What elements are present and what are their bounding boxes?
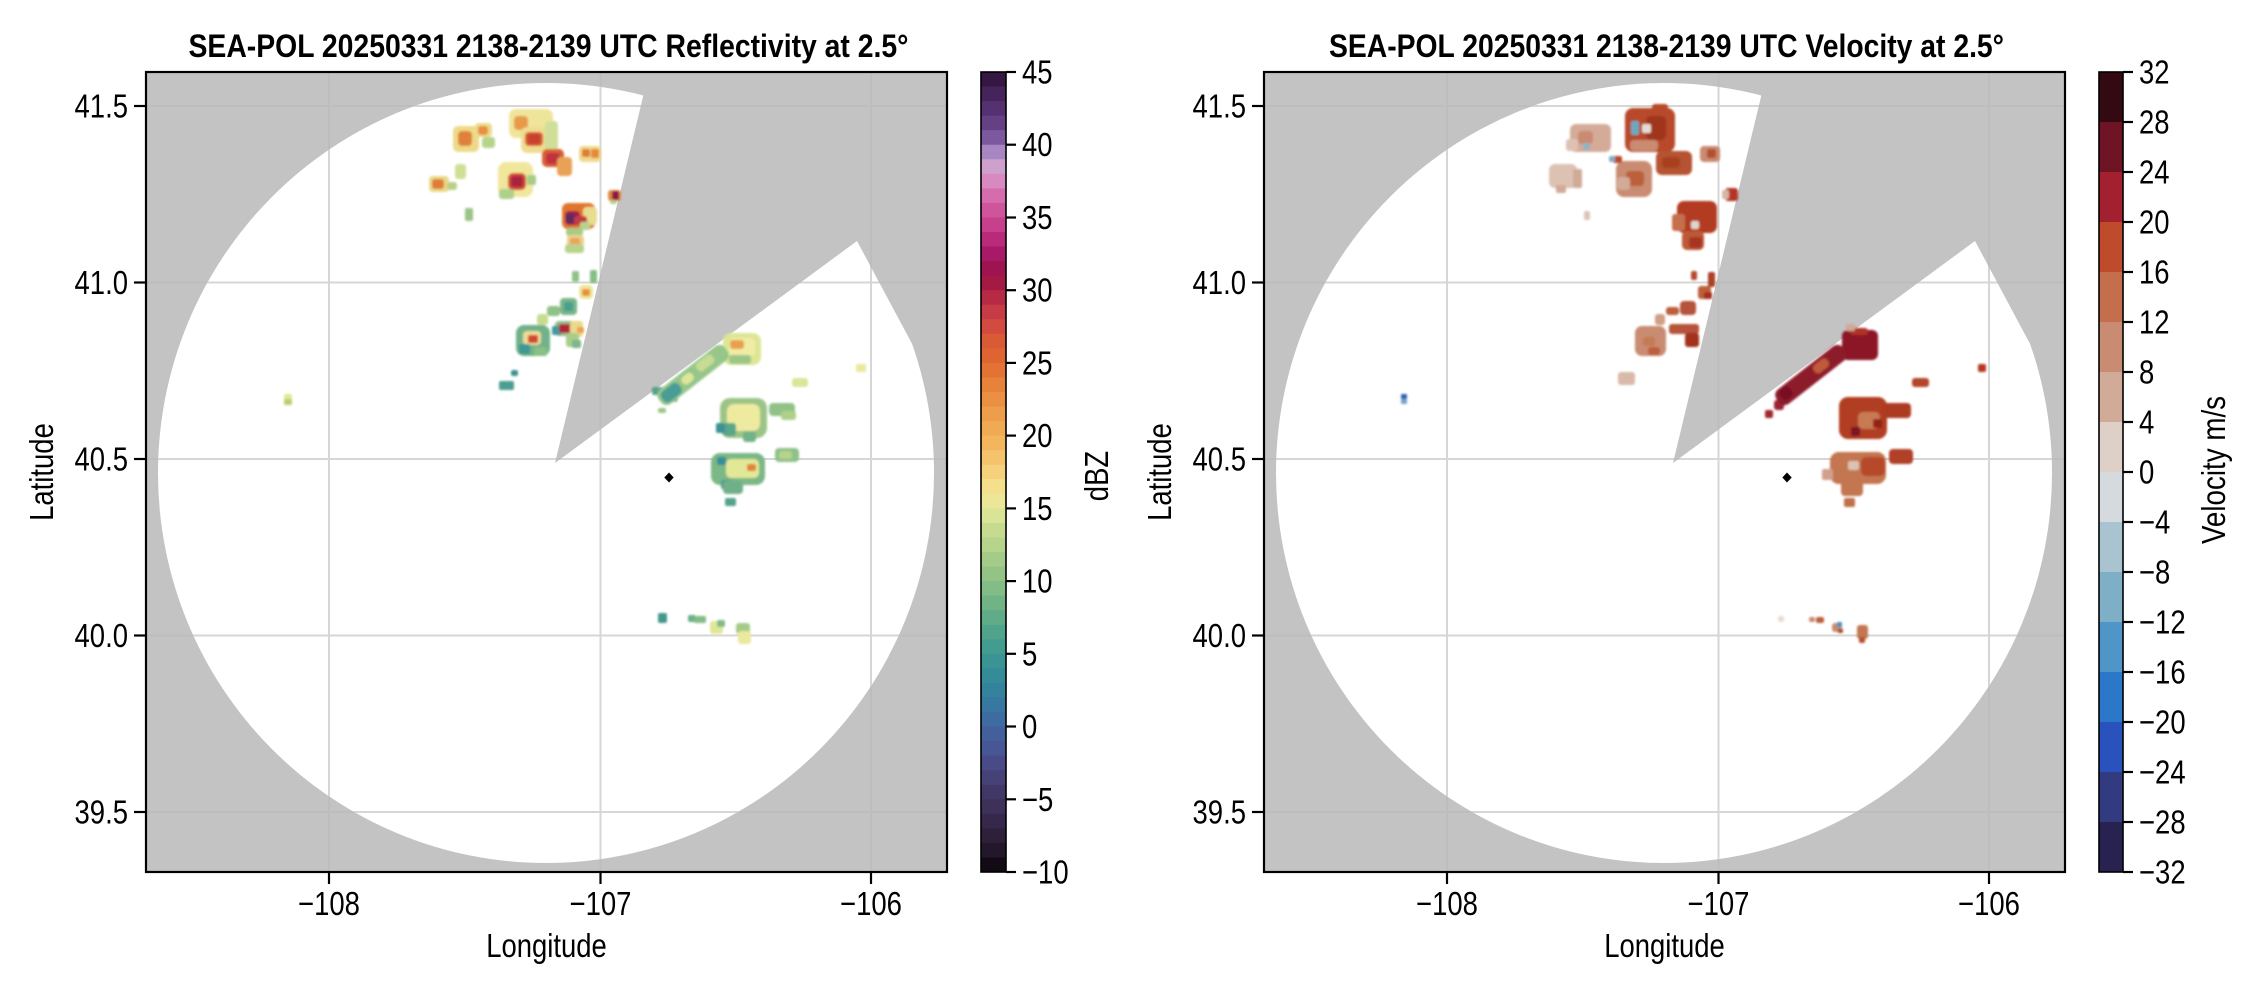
svg-text:−20: −20 (2139, 705, 2186, 742)
svg-text:40: 40 (1022, 127, 1053, 164)
svg-text:−8: −8 (2139, 555, 2170, 592)
svg-text:24: 24 (2139, 155, 2170, 192)
svg-text:30: 30 (1022, 273, 1053, 310)
svg-text:28: 28 (2139, 105, 2170, 142)
svg-text:−5: −5 (1022, 782, 1053, 819)
svg-text:12: 12 (2139, 305, 2170, 342)
svg-text:−4: −4 (2139, 505, 2170, 542)
svg-text:Velocity m/s: Velocity m/s (2196, 396, 2233, 544)
svg-text:Latitude: Latitude (24, 423, 61, 521)
svg-text:−106: −106 (840, 886, 902, 923)
svg-text:35: 35 (1022, 200, 1053, 237)
svg-text:40.5: 40.5 (1193, 442, 1247, 479)
svg-text:16: 16 (2139, 255, 2170, 292)
svg-text:25: 25 (1022, 345, 1053, 382)
svg-text:40.0: 40.0 (1193, 618, 1247, 655)
svg-text:−108: −108 (1416, 886, 1478, 923)
svg-text:−10: −10 (1022, 855, 1069, 892)
svg-text:Longitude: Longitude (1604, 928, 1725, 965)
svg-text:45: 45 (1022, 55, 1053, 92)
svg-text:−24: −24 (2139, 755, 2186, 792)
svg-text:Latitude: Latitude (1142, 423, 1179, 521)
svg-text:20: 20 (2139, 205, 2170, 242)
svg-text:−107: −107 (1688, 886, 1750, 923)
svg-text:41.0: 41.0 (1193, 265, 1247, 302)
svg-text:15: 15 (1022, 491, 1053, 528)
svg-text:−16: −16 (2139, 655, 2186, 692)
svg-text:39.5: 39.5 (1193, 795, 1247, 832)
svg-text:40.0: 40.0 (75, 618, 129, 655)
svg-text:39.5: 39.5 (75, 795, 129, 832)
svg-text:−108: −108 (298, 886, 360, 923)
svg-text:dBZ: dBZ (1079, 451, 1116, 501)
svg-text:Longitude: Longitude (486, 928, 607, 965)
svg-text:−32: −32 (2139, 855, 2186, 892)
svg-text:SEA-POL 20250331 2138-2139 UTC: SEA-POL 20250331 2138-2139 UTC Reflectiv… (189, 28, 909, 64)
svg-text:32: 32 (2139, 55, 2170, 92)
svg-text:4: 4 (2139, 405, 2154, 442)
svg-text:41.5: 41.5 (1193, 89, 1247, 126)
svg-text:−107: −107 (570, 886, 632, 923)
svg-text:−28: −28 (2139, 805, 2186, 842)
svg-text:8: 8 (2139, 355, 2154, 392)
svg-text:40.5: 40.5 (75, 442, 129, 479)
svg-text:20: 20 (1022, 418, 1053, 455)
svg-text:0: 0 (1022, 709, 1037, 746)
svg-text:−12: −12 (2139, 605, 2186, 642)
svg-text:41.0: 41.0 (75, 265, 129, 302)
svg-text:SEA-POL 20250331 2138-2139 UTC: SEA-POL 20250331 2138-2139 UTC Velocity … (1329, 28, 2004, 64)
svg-text:0: 0 (2139, 455, 2154, 492)
svg-text:10: 10 (1022, 564, 1053, 601)
svg-text:41.5: 41.5 (75, 89, 129, 126)
svg-text:−106: −106 (1958, 886, 2020, 923)
svg-text:5: 5 (1022, 636, 1037, 673)
